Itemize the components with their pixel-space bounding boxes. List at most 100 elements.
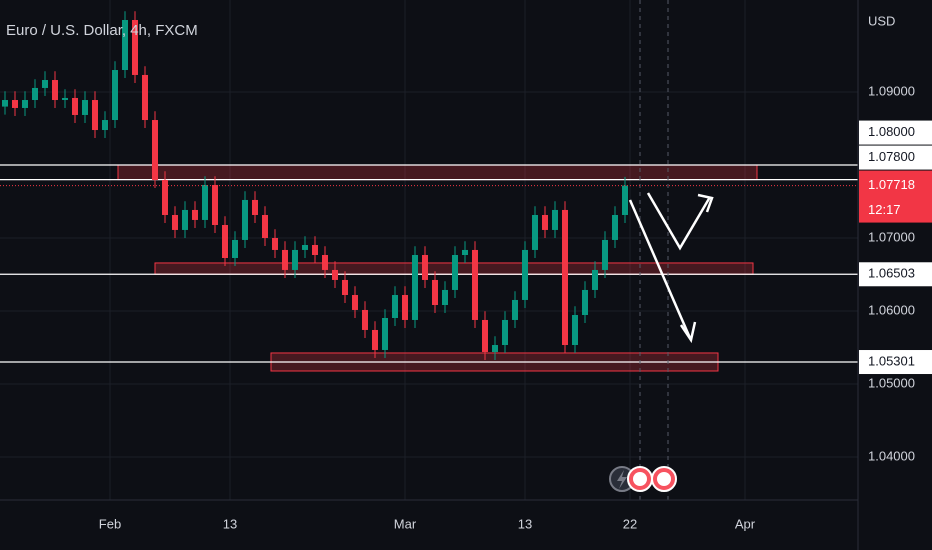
- candle-body: [462, 249, 468, 256]
- candle-body: [42, 80, 48, 88]
- candle-body: [182, 209, 188, 230]
- level-label-box: [859, 350, 932, 375]
- candle-body: [52, 80, 58, 101]
- candle-body: [322, 255, 328, 270]
- level-label-box: [859, 145, 932, 170]
- zone: [117, 164, 758, 181]
- currency: USD: [868, 13, 895, 28]
- candle-body: [452, 255, 458, 290]
- event-icons: [609, 466, 677, 492]
- candle-body: [582, 289, 588, 316]
- forecast-arrows: [628, 192, 714, 344]
- candle-body: [612, 214, 618, 240]
- chart-title: Euro / U.S. Dollar, 4h, FXCM: [6, 22, 198, 39]
- candle-body: [242, 199, 248, 240]
- y-tick-label: 1.04000: [868, 448, 915, 463]
- candle-body: [142, 74, 148, 121]
- candle-body: [482, 319, 488, 353]
- candle-body: [302, 244, 308, 250]
- candle-body: [362, 309, 368, 330]
- arrow-head: [697, 193, 714, 213]
- candle-body: [412, 255, 418, 320]
- candles: [2, 11, 628, 361]
- event-icon: [617, 470, 627, 489]
- x-tick-label: Feb: [99, 516, 121, 531]
- candle-body: [162, 179, 168, 215]
- y-tick-label: 1.07000: [868, 229, 915, 244]
- candle-body: [232, 239, 238, 258]
- event-icon: [633, 472, 647, 486]
- candle-body: [372, 329, 378, 350]
- last-price-label: 1.07718: [868, 177, 915, 192]
- candle-body: [402, 295, 408, 320]
- candle-body: [312, 244, 318, 256]
- candle-body: [102, 120, 108, 131]
- candle-body: [132, 20, 138, 75]
- candle-body: [172, 214, 178, 230]
- x-tick-label: 13: [223, 516, 237, 531]
- candle-body: [62, 97, 68, 101]
- candle-body: [332, 269, 338, 280]
- candle-body: [212, 184, 218, 225]
- candle-body: [592, 269, 598, 290]
- x-tick-label: Mar: [394, 516, 417, 531]
- candle-body: [532, 214, 538, 250]
- x-tick-label: Apr: [735, 516, 756, 531]
- candle-body: [112, 70, 118, 121]
- candle-body: [222, 224, 228, 258]
- candle-body: [512, 299, 518, 320]
- arrow-head: [679, 321, 697, 344]
- candle-body: [572, 315, 578, 346]
- level-label: 1.05301: [868, 353, 915, 368]
- candle-body: [522, 249, 528, 300]
- level-label: 1.06503: [868, 266, 915, 281]
- candle-body: [122, 20, 128, 71]
- candle-body: [352, 295, 358, 310]
- candle-body: [82, 100, 88, 115]
- candle-body: [12, 100, 18, 108]
- candle-body: [502, 319, 508, 346]
- candle-body: [622, 185, 628, 215]
- y-tick-label: 1.09000: [868, 83, 915, 98]
- candle-body: [2, 100, 8, 107]
- candle-body: [602, 239, 608, 270]
- candle-body: [192, 209, 198, 220]
- candle-body: [262, 214, 268, 238]
- countdown: 12:17: [868, 202, 901, 217]
- levels: [0, 164, 858, 363]
- candle-body: [422, 255, 428, 280]
- y-tick-label: 1.06000: [868, 302, 915, 317]
- last-price-box: [859, 170, 932, 223]
- candle-body: [342, 279, 348, 296]
- level-label: 1.07800: [868, 149, 915, 164]
- candle-body: [202, 184, 208, 220]
- level-label: 1.08000: [868, 124, 915, 139]
- candle-body: [492, 345, 498, 353]
- candle-body: [472, 249, 478, 320]
- candle-body: [22, 100, 28, 108]
- x-tick-label: 22: [623, 516, 637, 531]
- candle-body: [72, 97, 78, 115]
- candle-body: [562, 209, 568, 346]
- x-tick-label: 13: [518, 516, 532, 531]
- candle-body: [392, 295, 398, 319]
- y-tick-label: 1.05000: [868, 375, 915, 390]
- candle-body: [32, 87, 38, 101]
- candle-body: [432, 279, 438, 306]
- event-icon: [657, 472, 671, 486]
- candle-body: [282, 249, 288, 270]
- level-label-box: [859, 120, 932, 145]
- candle-body: [272, 237, 278, 250]
- candle-body: [92, 100, 98, 131]
- candle-body: [542, 214, 548, 230]
- candle-body: [382, 318, 388, 350]
- candle-body: [292, 249, 298, 270]
- price-axis: 1.04000 1.05000 1.06000 1.07000 1.09000: [868, 83, 915, 463]
- candle-body: [152, 120, 158, 180]
- level-label-box: [859, 262, 932, 287]
- arrow-up-path: [646, 192, 712, 251]
- candle-body: [252, 199, 258, 215]
- candle-body: [442, 289, 448, 306]
